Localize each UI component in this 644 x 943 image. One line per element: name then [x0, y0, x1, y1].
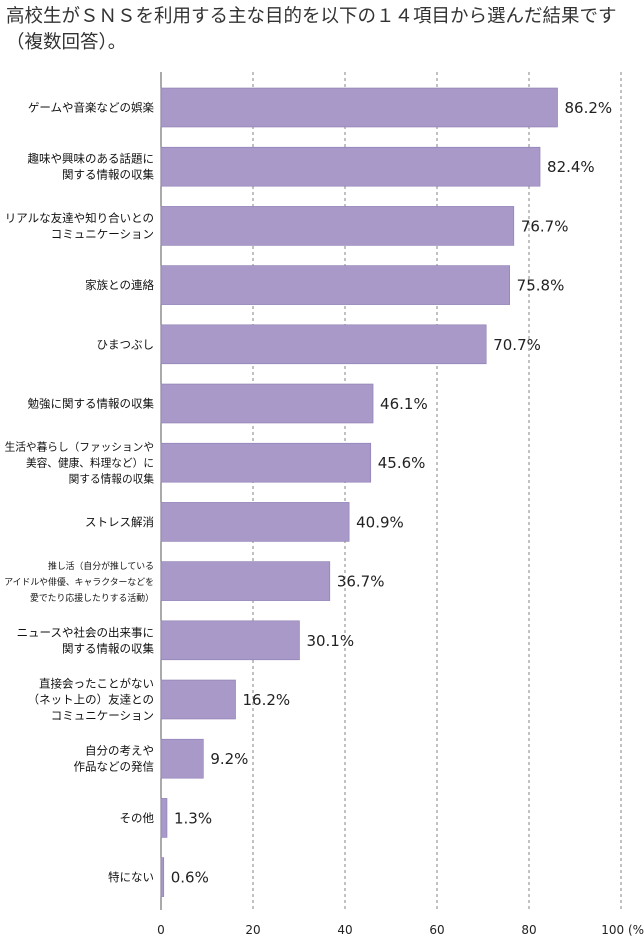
chart-title: 高校生がＳＮＳを利用する主な目的を以下の１４項目から選んだ結果です （複数回答）… — [6, 4, 640, 56]
bar-3 — [160, 265, 510, 305]
x-tick-label-0: 0 — [157, 923, 165, 937]
category-label-10-line-2: コミュニケーション — [51, 709, 154, 723]
x-tick-label-60: 60 — [429, 923, 444, 937]
value-label-13: 0.6% — [171, 869, 209, 887]
category-label-9-line-1: 関する情報の収集 — [62, 641, 154, 655]
category-label-12: その他 — [120, 811, 155, 825]
category-label-0-line-0: ゲームや音楽などの娯楽 — [28, 101, 155, 115]
category-label-2-line-0: リアルな友達や知り合いとの — [5, 211, 154, 225]
x-tick-label-100: 100 (%) — [601, 923, 644, 937]
bar-11 — [160, 738, 204, 779]
category-label-9-line-0: ニュースや社会の出来事に — [17, 625, 154, 639]
category-label-11-line-1: 作品などの発信 — [74, 760, 155, 774]
value-label-6: 45.6% — [378, 454, 426, 472]
bar-8 — [160, 561, 331, 601]
title-line-1: 高校生がＳＮＳを利用する主な目的を以下の１４項目から選んだ結果です — [6, 6, 617, 27]
category-label-1-line-1: 関する情報の収集 — [62, 168, 154, 182]
value-label-5: 46.1% — [380, 395, 428, 413]
value-label-11: 9.2% — [210, 750, 248, 768]
category-label-0: ゲームや音楽などの娯楽 — [28, 101, 155, 115]
category-label-4-line-0: ひまつぶし — [97, 337, 155, 351]
bar-10 — [160, 679, 236, 720]
category-label-2-line-1: コミュニケーション — [51, 227, 154, 241]
bar-9 — [160, 620, 300, 661]
category-label-5: 勉強に関する情報の収集 — [28, 397, 155, 411]
bar-7 — [160, 502, 350, 542]
category-label-13: 特にない — [108, 870, 154, 884]
value-label-3: 75.8% — [517, 277, 565, 295]
value-label-0: 86.2% — [565, 99, 613, 117]
value-label-1: 82.4% — [547, 158, 595, 176]
category-label-1: 趣味や興味のある話題に関する情報の収集 — [28, 152, 155, 182]
bar-6 — [160, 442, 372, 483]
category-label-10-line-1: （ネット上の）友達との — [28, 693, 154, 707]
value-label-4: 70.7% — [493, 336, 541, 354]
value-label-2: 76.7% — [521, 217, 569, 235]
category-label-6-line-1: 美容、健康、料理など）に — [26, 457, 154, 470]
bar-0 — [160, 87, 558, 128]
category-label-6: 生活や暮らし（ファッションや美容、健康、料理など）に関する情報の収集 — [5, 441, 155, 486]
category-label-6-line-0: 生活や暮らし（ファッションや — [5, 441, 154, 454]
value-label-12: 1.3% — [174, 809, 212, 827]
category-label-3: 家族との連絡 — [85, 278, 154, 292]
value-label-9: 30.1% — [306, 632, 354, 650]
value-label-8: 36.7% — [337, 573, 385, 591]
category-label-2: リアルな友達や知り合いとのコミュニケーション — [5, 211, 154, 241]
bar-13 — [160, 857, 165, 897]
category-label-7-line-0: ストレス解消 — [85, 515, 154, 529]
category-label-8-line-2: 愛でたり応援したりする活動） — [30, 592, 154, 604]
bar-4 — [160, 324, 487, 365]
category-label-11: 自分の考えや作品などの発信 — [74, 744, 155, 774]
category-label-7: ストレス解消 — [85, 515, 154, 529]
value-label-10: 16.2% — [243, 691, 291, 709]
category-label-13-line-0: 特にない — [108, 870, 154, 884]
x-tick-label-20: 20 — [245, 923, 260, 937]
category-label-12-line-0: その他 — [120, 811, 155, 825]
category-label-1-line-0: 趣味や興味のある話題に — [28, 152, 155, 166]
x-tick-label-80: 80 — [521, 923, 536, 937]
bar-1 — [160, 146, 541, 187]
category-label-3-line-0: 家族との連絡 — [85, 278, 154, 292]
x-tick-label-40: 40 — [337, 923, 352, 937]
bar-5 — [160, 383, 374, 424]
value-label-7: 40.9% — [356, 513, 404, 531]
category-label-6-line-2: 関する情報の収集 — [69, 473, 155, 486]
category-label-8-line-1: アイドルや俳優、キャラクターなどを — [4, 576, 154, 588]
category-label-5-line-0: 勉強に関する情報の収集 — [28, 397, 155, 411]
bar-12 — [160, 798, 168, 838]
category-label-10: 直接会ったことがない （ネット上の）友達とのコミュニケーション — [28, 677, 154, 723]
category-label-4: ひまつぶし — [97, 337, 155, 351]
category-label-8: 推し活（自分が推しているアイドルや俳優、キャラクターなどを愛でたり応援したりする… — [4, 560, 154, 604]
category-label-11-line-0: 自分の考えや — [85, 744, 154, 758]
category-label-8-line-0: 推し活（自分が推している — [48, 560, 154, 572]
title-line-2: （複数回答）。 — [6, 32, 127, 53]
category-label-10-line-0: 直接会ったことがない — [39, 677, 154, 691]
bar-2 — [160, 206, 515, 246]
category-label-9: ニュースや社会の出来事に関する情報の収集 — [17, 625, 155, 655]
